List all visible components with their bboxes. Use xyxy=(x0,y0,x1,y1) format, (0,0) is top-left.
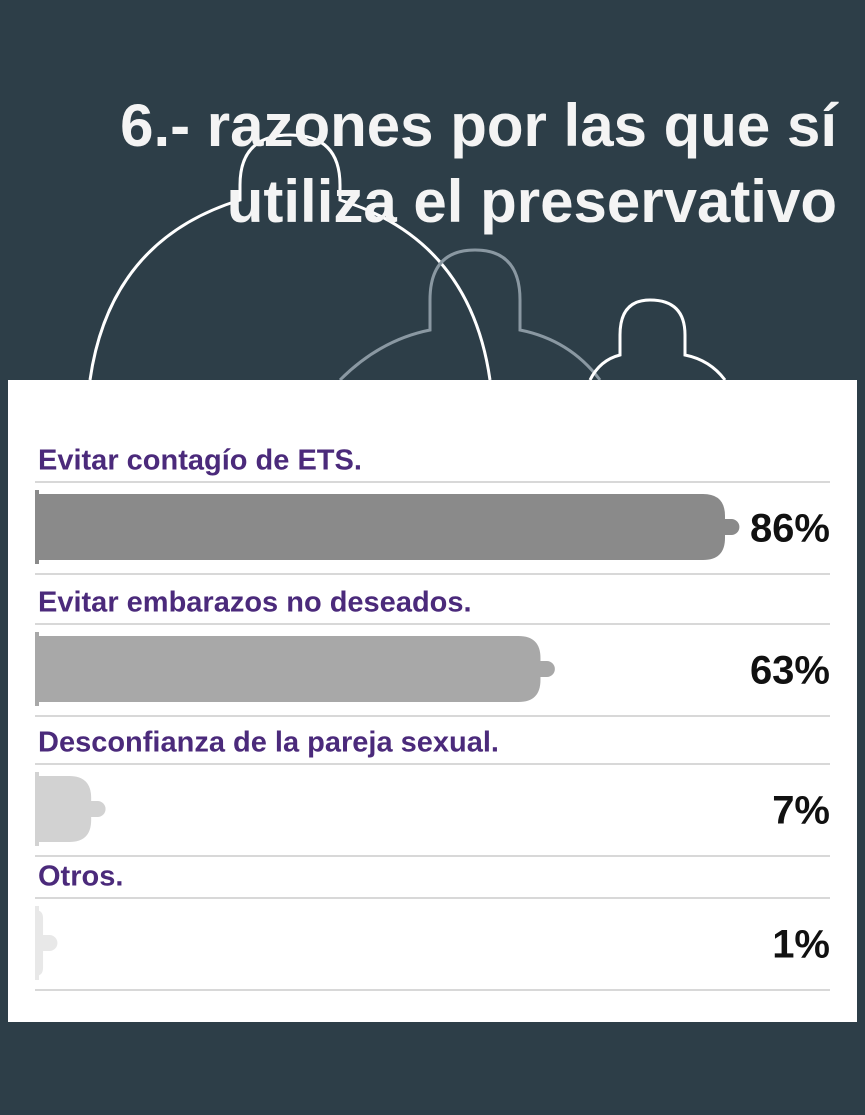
value-label: 63% xyxy=(750,649,830,693)
category-label: Evitar embarazos no deseados. xyxy=(38,587,472,619)
category-label: Evitar contagío de ETS. xyxy=(38,445,362,477)
panel: Evitar contagío de ETS. 86% Evitar embaraz… xyxy=(8,380,857,1022)
chart: Evitar contagío de ETS. 86% Evitar embaraz… xyxy=(35,445,830,991)
bar xyxy=(35,776,106,842)
bar xyxy=(35,636,555,702)
bar xyxy=(35,494,740,560)
value-label: 7% xyxy=(772,789,830,833)
header-decoration xyxy=(88,133,727,380)
category-label: Otros. xyxy=(38,861,123,893)
chart-title: 6.- razones por las que sí utiliza el pr… xyxy=(120,92,837,235)
value-label: 86% xyxy=(750,507,830,551)
category-label: Desconfianza de la pareja sexual. xyxy=(38,727,499,759)
bar xyxy=(35,910,58,976)
value-label: 1% xyxy=(772,923,830,967)
